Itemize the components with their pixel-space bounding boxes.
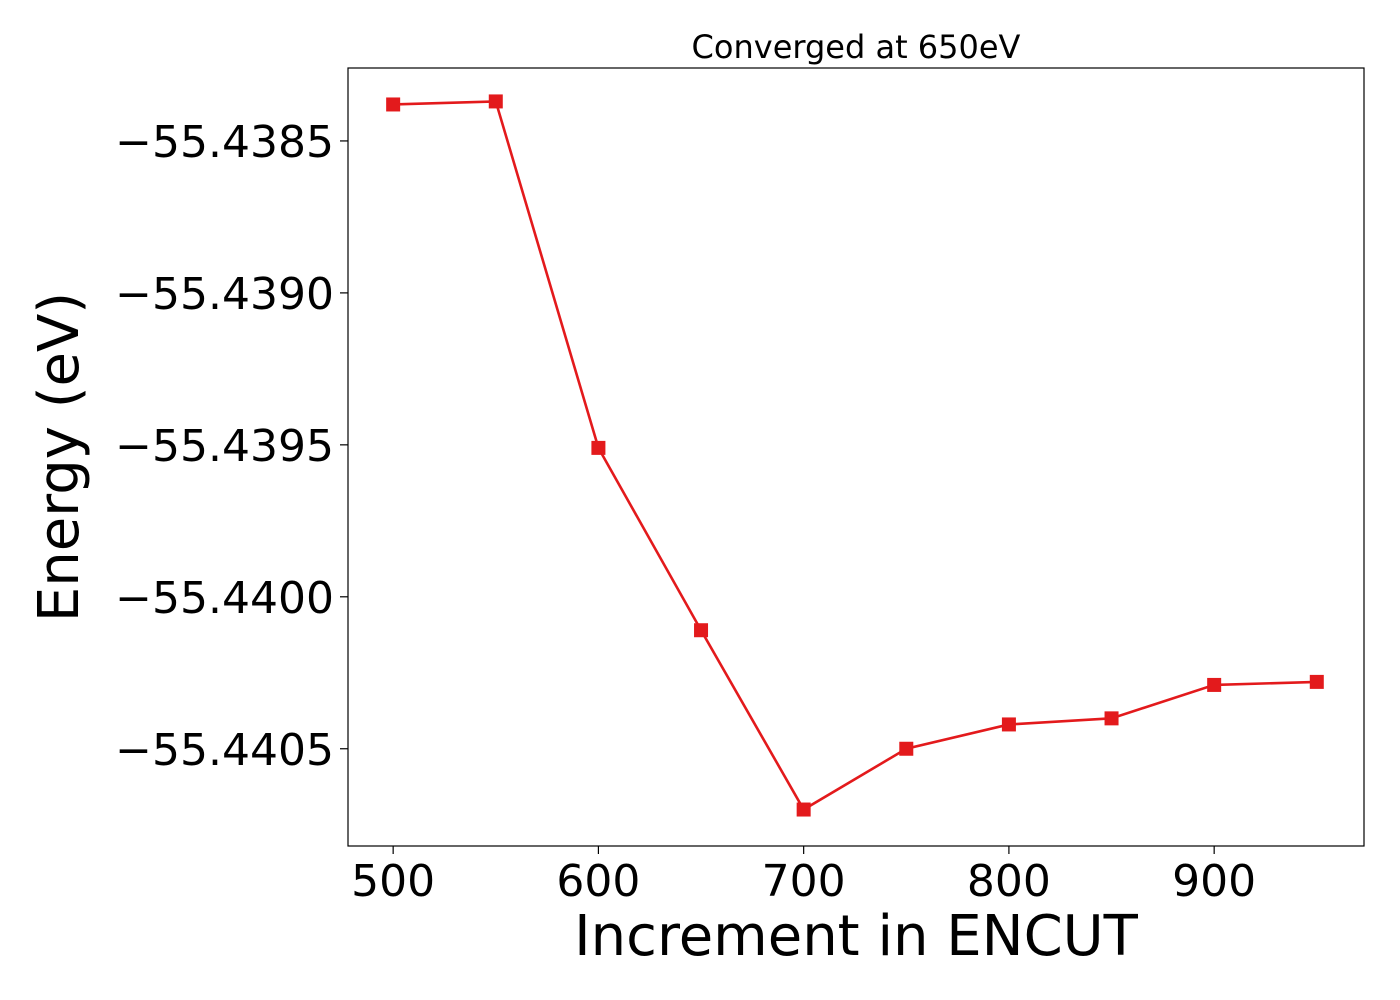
data-point-500 bbox=[386, 97, 401, 112]
y-tick-label-2: −55.4395 bbox=[115, 421, 334, 472]
y-tick-label-4: −55.4405 bbox=[115, 725, 334, 776]
series-layer bbox=[386, 94, 1324, 817]
data-point-550 bbox=[488, 94, 503, 109]
data-point-900 bbox=[1207, 677, 1222, 692]
y-tick-label-3: −55.4400 bbox=[115, 573, 334, 624]
x-tick-label-800: 800 bbox=[967, 856, 1051, 907]
series-line bbox=[393, 100, 1317, 812]
chart-title: Converged at 650eV bbox=[692, 28, 1021, 66]
y-axis-title: Energy (eV) bbox=[27, 292, 92, 622]
data-point-650 bbox=[694, 623, 709, 638]
data-point-600 bbox=[591, 440, 606, 455]
y-tick-label-1: −55.4390 bbox=[115, 269, 334, 320]
data-point-750 bbox=[899, 741, 914, 756]
data-point-950 bbox=[1309, 674, 1324, 689]
data-point-700 bbox=[796, 802, 811, 817]
x-tick-label-900: 900 bbox=[1172, 856, 1256, 907]
y-tick-label-0: −55.4385 bbox=[115, 117, 334, 168]
x-tick-label-700: 700 bbox=[762, 856, 846, 907]
y-axis: −55.4385 −55.4390 −55.4395 −55.4400 −55.4405 bbox=[115, 117, 348, 776]
data-point-850 bbox=[1104, 711, 1119, 726]
data-point-800 bbox=[1001, 717, 1016, 732]
x-axis: 500 600 700 800 900 bbox=[351, 846, 1256, 907]
x-axis-title: Increment in ENCUT bbox=[574, 904, 1139, 969]
x-tick-label-600: 600 bbox=[556, 856, 640, 907]
plot-area bbox=[347, 67, 1365, 847]
x-tick-label-500: 500 bbox=[351, 856, 435, 907]
plot-frame bbox=[347, 67, 1365, 847]
